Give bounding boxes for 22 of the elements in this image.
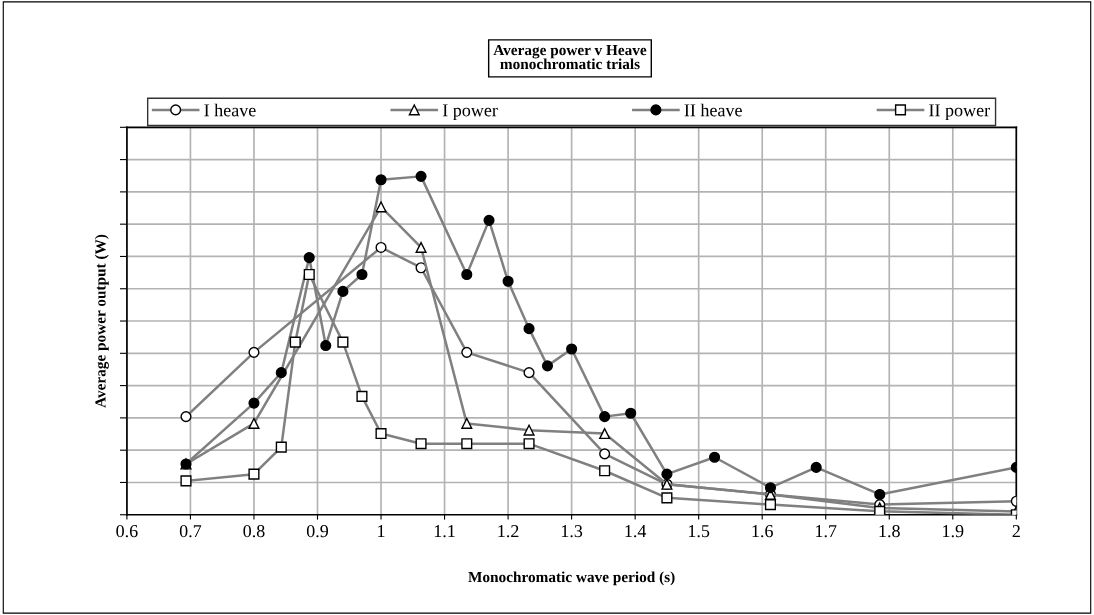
x-tick-label: 1.4	[625, 525, 647, 538]
x-tick-label: 1	[378, 525, 385, 538]
legend-label: I power	[442, 104, 498, 121]
x-tick-label: 1.2	[498, 525, 519, 538]
x-tick-label: 2	[1012, 525, 1020, 538]
x-tick-label: 0.9	[306, 525, 329, 538]
legend-label: II heave	[684, 103, 742, 117]
x-tick-label: 1.3	[561, 525, 583, 538]
legend-label: II power	[929, 104, 990, 121]
x-tick-label: 0.6	[116, 525, 138, 538]
y-axis-title: Average power output (W)	[94, 234, 109, 408]
x-tick-label: 1.1	[434, 525, 455, 538]
x-tick-label: 1.7	[816, 525, 837, 538]
x-tick-label: 0.7	[179, 525, 202, 538]
legend-label: I heave	[204, 103, 256, 117]
x-tick-label: 1.6	[752, 525, 773, 538]
x-tick-label: 1.5	[688, 525, 710, 538]
x-axis-title: Monochromatic wave period (s)	[468, 571, 675, 586]
x-tick-label: 1.8	[879, 525, 900, 538]
x-tick-label: 1.9	[943, 525, 964, 538]
chart-title: Average power v Heave monochromatic trials	[493, 44, 647, 70]
x-tick-label: 0.8	[243, 525, 265, 538]
